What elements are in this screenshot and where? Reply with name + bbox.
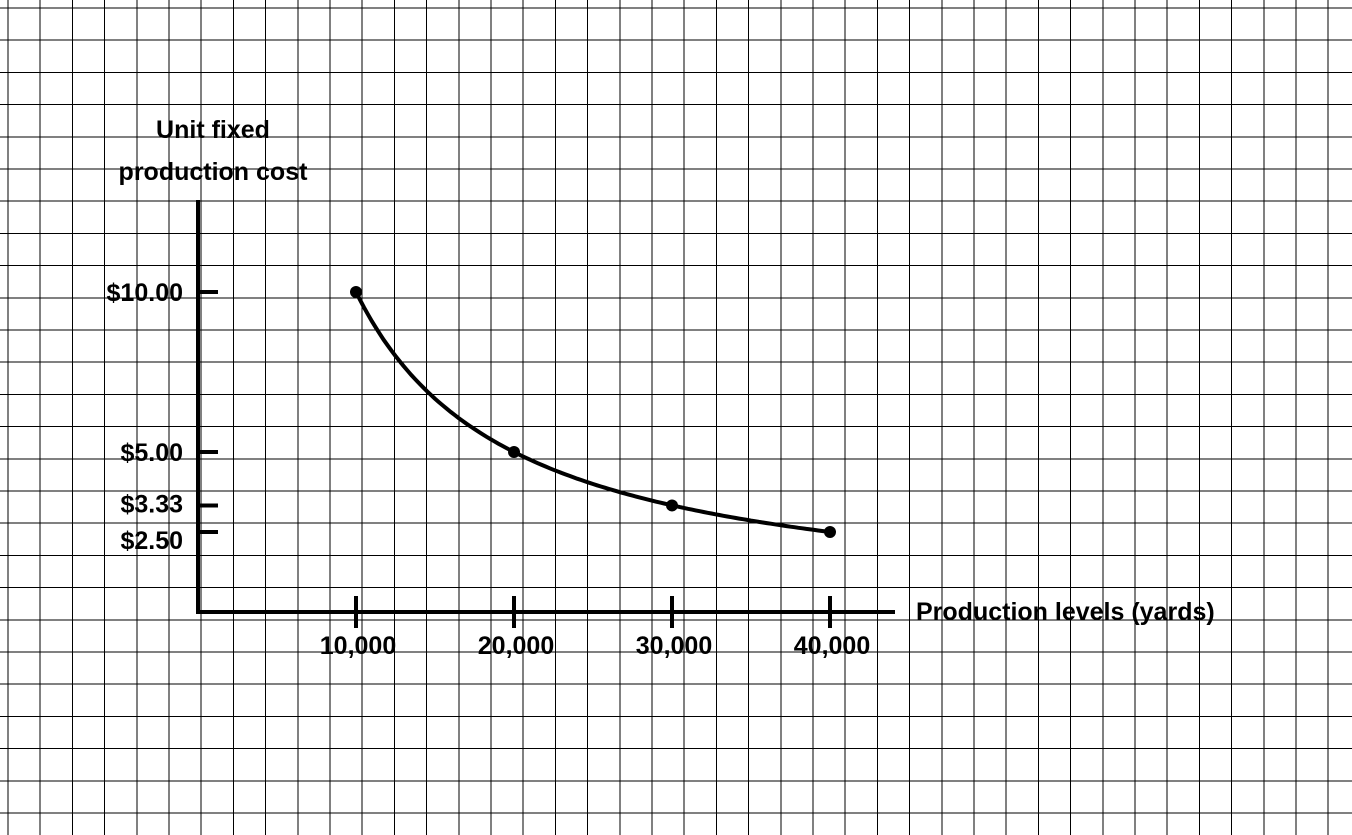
data-point — [508, 446, 520, 458]
y-tick-label: $10.00 — [107, 279, 183, 307]
data-point — [824, 526, 836, 538]
x-tick-label: 10,000 — [320, 632, 396, 660]
series-line — [354, 290, 832, 534]
x-tick-label: 30,000 — [636, 632, 712, 660]
y-tick-label: $5.00 — [120, 439, 183, 467]
y-axis-title-line-2: production cost — [119, 158, 309, 186]
x-axis-title: Production levels (yards) — [916, 598, 1215, 626]
data-series — [350, 286, 836, 538]
data-point — [350, 286, 362, 298]
x-tick-label: 20,000 — [478, 632, 554, 660]
x-tick-label: 40,000 — [794, 632, 870, 660]
data-point — [666, 499, 678, 512]
y-axis-title-line-1: Unit fixed — [156, 116, 270, 144]
y-tick-label: $2.50 — [120, 527, 183, 555]
chart-axes — [196, 200, 895, 614]
y-tick-label: $3.33 — [120, 490, 183, 518]
tick-marks — [196, 290, 832, 628]
tick-labels: 10,000 20,000 30,000 40,000 $10.00 $5.00 $3.33… — [107, 279, 871, 660]
axis-titles: Unit fixed production cost Production le… — [119, 116, 1215, 626]
